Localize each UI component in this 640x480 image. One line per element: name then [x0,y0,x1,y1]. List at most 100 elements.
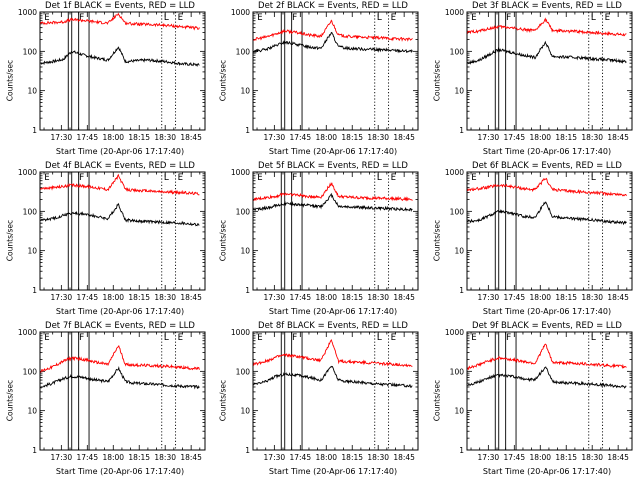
x-tick-label: 17:45 [289,133,311,142]
marker-letter: L [164,333,169,343]
x-tick-label: 18:45 [607,133,629,142]
y-tick-label: 1 [245,286,250,295]
marker-letter: E [605,173,610,183]
y-tick-label: 100 [236,207,251,216]
y-tick-label: 10 [240,87,250,96]
x-axis-label: Start Time (20-Apr-06 17:17:40) [482,467,612,476]
x-tick-label: 18:30 [154,133,176,142]
marker-letter: L [591,173,596,183]
x-tick-label: 17:30 [264,133,286,142]
attenuator-box [78,11,90,131]
x-tick-label: 18:15 [555,453,577,462]
attenuator-box [505,11,517,131]
x-axis-label: Start Time (20-Apr-06 17:17:40) [482,307,612,316]
panel-plot: 1 10 100 1000 17:30 17:45 18:00 18:15 18:30 18:45… [231,168,419,302]
x-tick-label: 17:30 [264,453,286,462]
marker-letter: E [44,173,49,183]
x-tick-label: 18:45 [393,453,415,462]
x-tick-label: 18:15 [341,293,363,302]
lld-series-line [40,173,200,196]
x-tick-label: 18:45 [180,293,202,302]
panel-plot: 1 10 100 1000 17:30 17:45 18:00 18:15 18:30 18:45… [445,8,633,142]
x-axis-label: Start Time (20-Apr-06 17:17:40) [482,147,612,156]
y-tick-label: 1 [245,126,250,135]
marker-letter: F [292,13,297,23]
x-axis-label: Start Time (20-Apr-06 17:17:40) [55,147,185,156]
y-tick-label: 1000 [445,168,464,177]
attenuator-box [494,171,500,291]
x-tick-label: 18:45 [393,293,415,302]
x-tick-label: 17:30 [51,453,73,462]
attenuator-box [494,331,500,451]
x-tick-label: 17:45 [76,133,98,142]
x-tick-label: 18:30 [367,293,389,302]
marker-letter: E [178,13,183,23]
detector-panel: Det 7f BLACK = Events, RED = LLD Start Ti… [0,320,213,480]
x-tick-label: 18:45 [393,133,415,142]
y-tick-label: 1 [245,446,250,455]
x-tick-label: 17:30 [478,453,500,462]
y-tick-label: 10 [240,407,250,416]
x-tick-label: 18:00 [102,453,124,462]
events-series-line [253,31,413,54]
x-axis-label: Start Time (20-Apr-06 17:17:40) [268,307,398,316]
marker-letter: F [79,173,84,183]
x-tick-label: 17:45 [503,293,525,302]
attenuator-box [280,11,286,131]
x-tick-label: 18:15 [555,133,577,142]
panel-plot: 1 10 100 1000 17:30 17:45 18:00 18:15 18:30 18:45… [231,8,419,142]
marker-letter: E [178,173,183,183]
lld-series-line [467,17,627,37]
marker-letter: F [506,13,511,23]
events-series-line [253,192,413,212]
marker-letter: E [391,333,396,343]
lld-series-line [467,177,627,197]
x-tick-label: 18:15 [341,453,363,462]
attenuator-box [291,171,303,291]
x-tick-label: 18:30 [581,453,603,462]
x-axis-label: Start Time (20-Apr-06 17:17:40) [268,147,398,156]
x-tick-label: 17:45 [289,293,311,302]
x-tick-label: 18:15 [555,293,577,302]
attenuator-box [291,11,303,131]
marker-letter: L [377,333,382,343]
panel-title: Det 4f BLACK = Events, RED = LLD [45,161,195,171]
plot-frame [39,171,206,291]
y-tick-label: 100 [236,47,251,56]
x-tick-label: 17:45 [503,133,525,142]
y-tick-label: 1000 [18,8,37,17]
marker-letter: F [506,333,511,343]
marker-letter: E [605,13,610,23]
marker-letter: L [377,13,382,23]
plot-frame [466,331,633,451]
detector-panel: Det 8f BLACK = Events, RED = LLD Start Ti… [213,320,426,480]
plot-frame [39,11,206,131]
events-series-line [40,366,200,390]
events-series-line [40,46,200,68]
attenuator-box [291,331,303,451]
marker-letter: E [178,333,183,343]
lld-series-line [40,344,200,373]
marker-letter: E [605,333,610,343]
panel-title: Det 5f BLACK = Events, RED = LLD [258,161,408,171]
attenuator-box [78,331,90,451]
x-tick-label: 17:45 [76,293,98,302]
attenuator-box [505,331,517,451]
x-tick-label: 18:00 [529,133,551,142]
y-tick-label: 100 [23,47,38,56]
detector-panel: Det 2f BLACK = Events, RED = LLD Start Ti… [213,0,426,160]
x-tick-label: 18:30 [581,293,603,302]
panel-plot: 1 10 100 1000 17:30 17:45 18:00 18:15 18:30 18:45… [18,8,206,142]
x-tick-label: 18:15 [128,133,150,142]
marker-letter: E [391,173,396,183]
x-axis-label: Start Time (20-Apr-06 17:17:40) [55,467,185,476]
x-tick-label: 17:45 [503,453,525,462]
y-tick-label: 1 [32,126,37,135]
marker-letter: F [79,333,84,343]
x-tick-label: 18:30 [154,453,176,462]
y-tick-label: 1000 [445,328,464,337]
panel-title: Det 6f BLACK = Events, RED = LLD [472,161,622,171]
panel-plot: 1 10 100 1000 17:30 17:45 18:00 18:15 18:30 18:45… [231,328,419,462]
detector-panel: Det 1f BLACK = Events, RED = LLD Start Ti… [0,0,213,160]
y-tick-label: 100 [236,367,251,376]
